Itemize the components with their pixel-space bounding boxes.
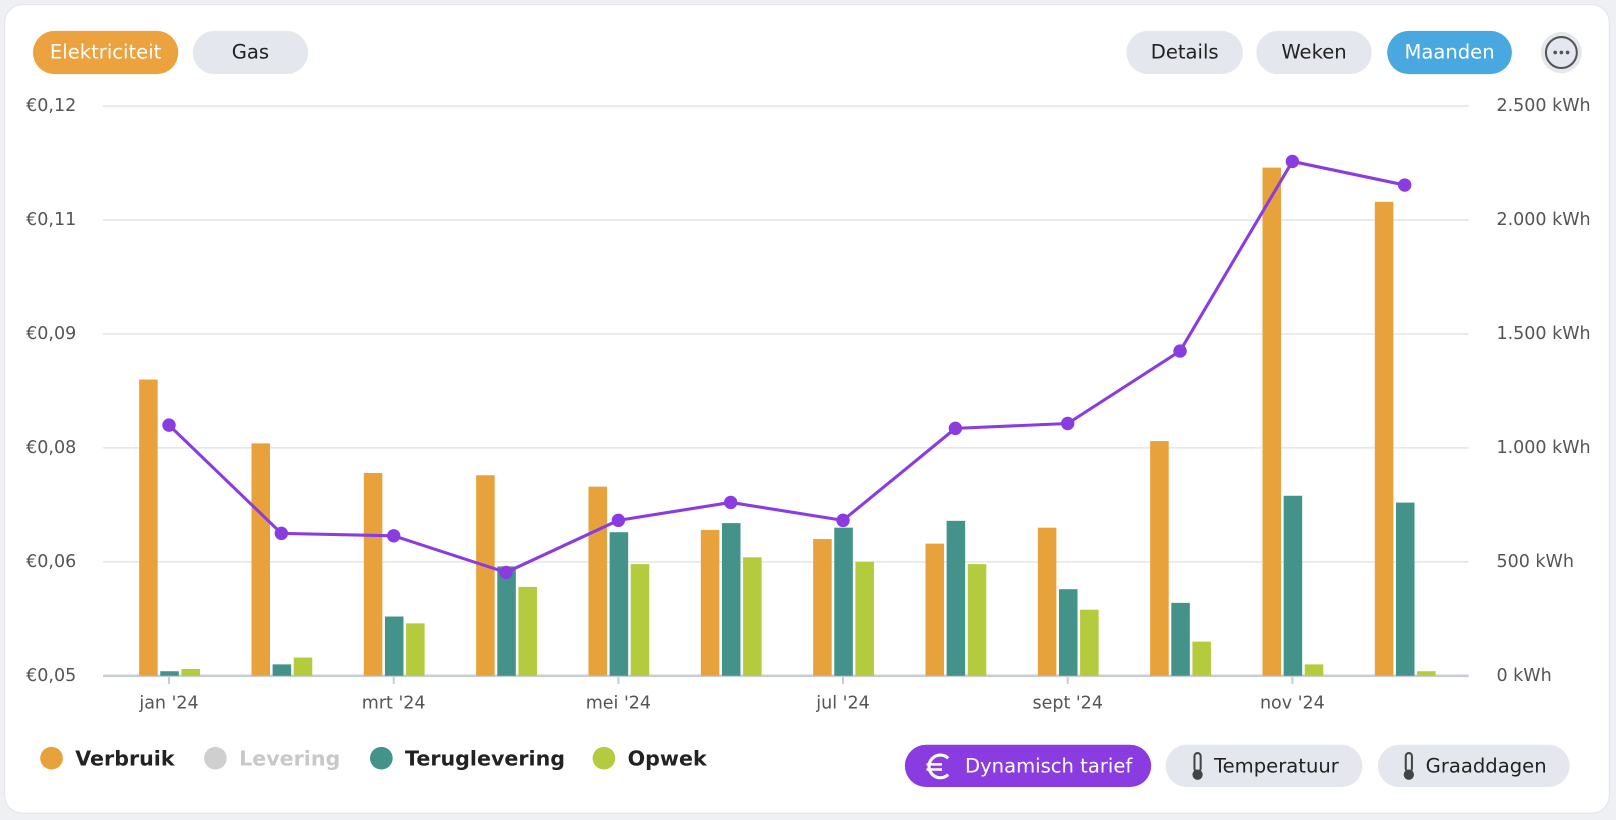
tab-button[interactable]: Gas xyxy=(192,30,309,75)
x-tick-label: mrt '24 xyxy=(362,694,426,714)
price-point xyxy=(948,421,963,436)
y2-tick-label: 1.500 kWh xyxy=(1496,324,1590,344)
bar xyxy=(1080,609,1099,676)
bar xyxy=(1374,201,1394,676)
x-tick-label: jan '24 xyxy=(138,694,198,714)
bar xyxy=(272,664,292,676)
bar xyxy=(160,671,179,676)
bar xyxy=(834,527,853,676)
y-tick-label: €0,12 xyxy=(26,96,76,116)
bar xyxy=(139,379,158,676)
toggle-label: Graaddagen xyxy=(1425,754,1547,778)
view-button[interactable]: Weken xyxy=(1256,30,1372,75)
toggle-label: Dynamisch tarief xyxy=(964,754,1133,778)
thermometer-icon xyxy=(1192,751,1203,780)
price-point xyxy=(1285,154,1300,169)
price-line xyxy=(167,159,1406,574)
bar xyxy=(1192,641,1211,676)
price-point xyxy=(1173,344,1187,358)
bar xyxy=(1283,495,1303,676)
bar xyxy=(1171,602,1190,676)
x-tick-label: nov '24 xyxy=(1260,694,1325,714)
card xyxy=(4,4,1610,814)
y-tick-label: €0,05 xyxy=(26,666,76,686)
legend-item[interactable]: Opwek xyxy=(592,745,707,771)
bar xyxy=(855,561,874,676)
tab-button[interactable]: Elektriciteit xyxy=(32,30,179,75)
legend-swatch xyxy=(592,746,616,770)
legend-item[interactable]: Verbruik xyxy=(40,745,175,771)
more-button[interactable] xyxy=(1540,31,1582,74)
price-point xyxy=(724,495,738,510)
x-tick-label: sept '24 xyxy=(1032,694,1103,714)
bar xyxy=(630,564,650,676)
view-button[interactable]: Maanden xyxy=(1387,30,1512,75)
legend-swatch xyxy=(40,746,63,770)
bar xyxy=(946,520,966,676)
bar xyxy=(293,657,313,676)
bar xyxy=(1417,671,1436,676)
y2-tick-label: 2.000 kWh xyxy=(1496,210,1590,230)
legend-label: Verbruik xyxy=(75,745,175,771)
bar xyxy=(967,564,987,676)
y2-tick-label: 2.500 kWh xyxy=(1496,96,1590,116)
legend-label: Teruglevering xyxy=(405,745,566,771)
euro-icon xyxy=(926,753,950,779)
bar xyxy=(925,543,945,676)
legend-label: Opwek xyxy=(627,745,707,771)
x-tick-label: jul '24 xyxy=(815,694,869,714)
toggle-button[interactable]: Graaddagen xyxy=(1377,744,1570,788)
bar xyxy=(476,475,495,676)
bar xyxy=(384,616,404,676)
legend-label: Levering xyxy=(239,745,341,771)
legend-swatch xyxy=(204,746,227,770)
bar xyxy=(1304,664,1324,676)
bar xyxy=(1037,527,1057,676)
price-point xyxy=(611,513,626,528)
bar xyxy=(609,532,629,676)
bar xyxy=(813,539,832,676)
bar xyxy=(1058,589,1078,676)
toggle-button[interactable]: Dynamisch tarief xyxy=(904,744,1152,788)
toggle-label: Temperatuur xyxy=(1213,754,1339,778)
y-tick-label: €0,11 xyxy=(26,210,76,230)
view-button[interactable]: Details xyxy=(1126,30,1243,75)
bar xyxy=(1395,502,1415,676)
y2-tick-label: 1.000 kWh xyxy=(1496,438,1590,458)
chart: €0,05 €0,06 €0,08 €0,09 €0,11 €0,12 0 kWh 500 k… xyxy=(26,96,1591,714)
y-tick-label: €0,09 xyxy=(26,324,76,344)
more-icon xyxy=(1544,36,1578,70)
bar xyxy=(588,486,608,676)
legend-item[interactable]: Levering xyxy=(204,746,340,771)
price-point xyxy=(499,565,513,580)
price-point xyxy=(162,418,176,432)
legend-swatch xyxy=(369,746,393,770)
bar xyxy=(406,623,425,676)
bar xyxy=(181,668,200,676)
bar xyxy=(518,586,537,676)
bar xyxy=(1262,167,1282,676)
bar xyxy=(1150,441,1169,676)
y-tick-label: €0,08 xyxy=(26,438,76,458)
bar xyxy=(497,566,516,676)
x-tick-label: mei '24 xyxy=(586,694,651,714)
price-point xyxy=(274,526,289,541)
price-point xyxy=(836,513,850,528)
y2-tick-label: 500 kWh xyxy=(1496,552,1574,572)
y2-tick-label: 0 kWh xyxy=(1496,666,1551,686)
y-tick-label: €0,06 xyxy=(26,552,76,572)
price-point xyxy=(386,529,401,543)
bar xyxy=(700,529,720,676)
bar xyxy=(251,443,271,676)
bar xyxy=(743,557,762,676)
bar xyxy=(721,523,741,676)
price-point xyxy=(1398,178,1412,192)
toggle-button[interactable]: Temperatuur xyxy=(1165,744,1363,788)
legend-item[interactable]: Teruglevering xyxy=(369,745,566,771)
bar xyxy=(363,472,383,676)
price-point xyxy=(1061,416,1075,431)
thermometer-icon xyxy=(1403,751,1415,780)
